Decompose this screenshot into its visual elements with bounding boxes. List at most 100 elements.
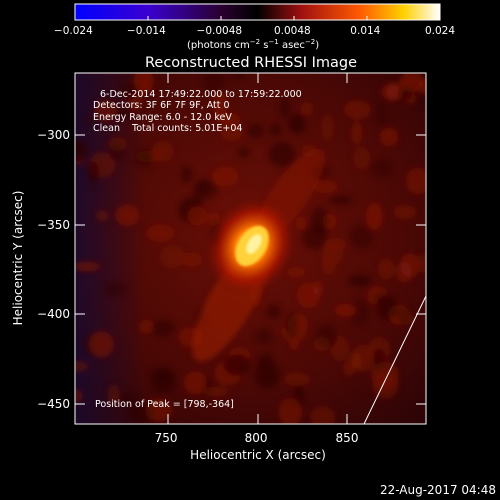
texture-blob (321, 113, 334, 141)
plot-title: Reconstructed RHESSI Image (145, 55, 357, 71)
texture-blob (418, 78, 426, 94)
texture-blob (103, 283, 127, 296)
texture-blob (213, 91, 228, 119)
texture-blob (348, 274, 372, 287)
texture-blob (350, 352, 362, 370)
colorbar-gradient (74, 3, 441, 21)
texture-blob (329, 195, 353, 206)
texture-blob (268, 141, 295, 167)
x-axis-label: Heliocentric X (arcsec) (190, 448, 326, 462)
texture-blob (279, 97, 291, 119)
texture-blob (187, 206, 207, 226)
peak-position: Position of Peak = [798,-364] (95, 399, 234, 410)
svg-text:−400: −400 (37, 307, 70, 321)
texture-blob (146, 224, 175, 242)
texture-blob (393, 204, 417, 220)
texture-blob (215, 113, 241, 124)
svg-text:−300: −300 (37, 128, 70, 142)
texture-blob (95, 210, 109, 222)
texture-blob (398, 307, 411, 325)
texture-blob (152, 140, 174, 162)
texture-blob (151, 371, 177, 394)
texture-blob (376, 295, 399, 321)
texture-blob (283, 372, 311, 386)
texture-blob (349, 299, 371, 327)
texture-blob (406, 167, 426, 195)
svg-text:−0.024 −0.014 −0.0: −0.024 −0.014 −0.0048 0.0048 0.014 0.024 (54, 25, 455, 37)
texture-blob (82, 114, 94, 127)
texture-blob (93, 99, 117, 122)
texture-blob (254, 328, 274, 346)
texture-blob (375, 100, 391, 127)
peak-core (246, 234, 262, 254)
texture-blob (310, 406, 336, 424)
texture-blob (181, 252, 203, 267)
texture-blob (295, 216, 306, 230)
colorbar-tick: 0.024 (425, 25, 455, 37)
texture-blob (247, 123, 265, 139)
texture-blob (75, 139, 89, 162)
time-range: 6-Dec-2014 17:49:22.000 to 17:59:22.000 (100, 89, 302, 100)
texture-blob (138, 319, 154, 334)
texture-blob (183, 371, 207, 395)
colorbar-tick: −0.0048 (197, 25, 243, 37)
colorbar-tick: −0.024 (54, 25, 93, 37)
texture-blob (118, 391, 139, 404)
texture-blob (366, 202, 383, 230)
texture-blob (89, 331, 114, 358)
texture-blob (371, 348, 386, 369)
texture-blob (113, 108, 132, 120)
texture-blob (418, 253, 426, 273)
texture-blob (135, 149, 154, 167)
texture-blob (223, 354, 252, 377)
texture-blob (115, 204, 140, 227)
colorbar-tick: 0.014 (350, 25, 380, 37)
texture-blob (370, 159, 393, 177)
texture-blob (353, 146, 371, 170)
texture-blob (203, 73, 226, 94)
solar-limb-line (363, 295, 426, 424)
texture-blob (312, 180, 338, 194)
colorbar: −0.024 −0.014 −0.0048 0.0048 0.014 0.024… (54, 3, 455, 51)
texture-blob (127, 403, 154, 424)
texture-blob (204, 386, 229, 397)
texture-blob (88, 161, 99, 187)
texture-blob (120, 83, 139, 100)
svg-text:−450: −450 (37, 397, 70, 411)
texture-blob (285, 313, 299, 340)
texture-blob (315, 323, 338, 350)
plot-frame (74, 72, 427, 425)
texture-blob (300, 102, 314, 116)
texture-blob (232, 73, 245, 80)
texture-blob (278, 398, 303, 424)
texture-blob (159, 245, 185, 269)
svg-text:−350: −350 (37, 218, 70, 232)
axis-ticks (75, 73, 426, 424)
texture-blob (220, 121, 243, 141)
texture-blob (322, 242, 344, 265)
clean-counts: Clean Total counts: 5.01E+04 (93, 123, 242, 134)
y-axis-label: Heliocentric Y (arcsec) (11, 191, 25, 326)
texture-blob (397, 87, 413, 101)
texture-blob (107, 384, 120, 407)
texture-blob (396, 262, 413, 283)
texture-blob (139, 74, 153, 94)
texture-blob (149, 319, 176, 337)
detectors: Detectors: 3F 6F 7F 9F, Att 0 (93, 100, 230, 111)
texture-blob (379, 128, 399, 146)
texture-blob (287, 267, 306, 278)
image-panel (75, 73, 426, 424)
texture-blob (75, 261, 101, 272)
texture-blob (378, 258, 395, 280)
colorbar-tick: −0.014 (127, 25, 166, 37)
timestamp: 22-Aug-2017 04:48 (380, 483, 496, 497)
colorbar-tick: 0.0048 (274, 25, 311, 37)
texture-blob (344, 100, 371, 120)
energy-range: Energy Range: 6.0 - 12.0 keV (93, 112, 232, 123)
texture-blob (75, 389, 83, 404)
texture-blob (196, 178, 214, 189)
texture-blob (108, 139, 126, 162)
texture-blob (310, 206, 329, 235)
texture-blob (266, 304, 281, 319)
